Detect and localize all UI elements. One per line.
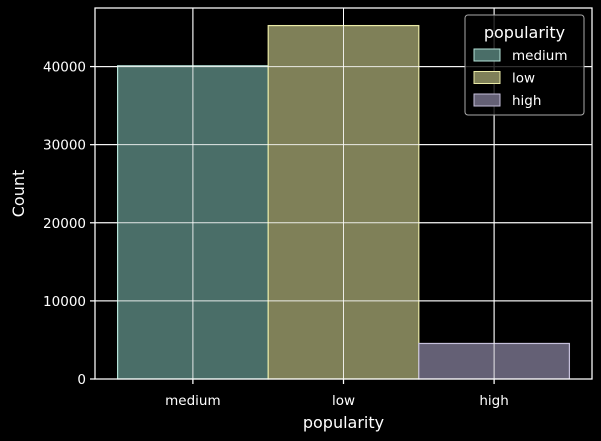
- y-tick-label: 0: [77, 372, 86, 388]
- y-tick-label: 30000: [43, 138, 86, 154]
- y-tick-label: 20000: [43, 216, 86, 232]
- legend-swatch-high: [473, 93, 501, 107]
- legend-box: [464, 14, 585, 116]
- legend-label-low: low: [512, 71, 535, 87]
- x-axis-label: popularity: [303, 413, 384, 432]
- legend-label-medium: medium: [512, 48, 567, 64]
- x-tick-label: medium: [165, 393, 220, 409]
- legend-swatch-medium: [473, 48, 501, 62]
- x-axis-ticks: medium low high: [165, 379, 509, 409]
- y-axis-ticks: 0 10000 20000 30000 40000: [43, 60, 95, 388]
- legend: popularity medium low high: [464, 14, 585, 116]
- y-axis-label: Count: [9, 170, 28, 218]
- legend-swatch-low: [473, 71, 501, 84]
- y-tick-label: 40000: [43, 60, 86, 76]
- y-tick-label: 10000: [43, 294, 86, 310]
- legend-title: popularity: [484, 23, 565, 42]
- x-tick-label: high: [479, 393, 508, 409]
- x-tick-label: low: [332, 393, 355, 409]
- legend-label-high: high: [512, 93, 541, 109]
